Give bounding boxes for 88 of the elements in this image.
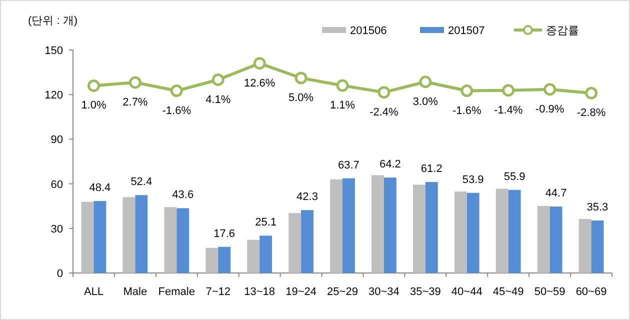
data-label: -2.8% [576, 107, 606, 120]
x-tick-label: Male [123, 286, 148, 298]
bar [330, 179, 342, 273]
data-label: 5.0% [288, 92, 314, 104]
bar [164, 207, 177, 273]
data-label: -1.4% [494, 104, 523, 116]
x-tick-label: 30~34 [368, 286, 400, 298]
data-label: 42.3 [296, 191, 318, 204]
bar [591, 220, 604, 273]
data-label: 1.0% [81, 100, 106, 112]
x-tick-label: ALL [84, 286, 104, 298]
y-tick-label: 60 [50, 178, 63, 191]
bar [94, 201, 106, 273]
point [87, 80, 100, 92]
data-label: 12.6% [244, 77, 276, 90]
data-label: -1.6% [452, 104, 482, 117]
bar [206, 248, 218, 273]
data-label: 53.9 [462, 174, 484, 186]
bar [454, 192, 467, 273]
x-tick-label: 35~39 [410, 286, 441, 298]
bar [537, 206, 550, 273]
bar [135, 195, 148, 273]
bar [412, 184, 426, 273]
data-label: -1.6% [162, 104, 192, 117]
legend-label: 증감률 [546, 25, 579, 37]
bar [218, 246, 231, 273]
data-label: 1.1% [330, 100, 356, 112]
y-tick-label: 90 [50, 134, 63, 146]
point [502, 84, 515, 97]
y-tick-label: 0 [56, 268, 63, 280]
bar [425, 182, 438, 273]
data-label: -0.9% [535, 103, 564, 116]
data-label: -2.4% [370, 106, 399, 118]
point [336, 79, 349, 92]
x-tick-label: 40~44 [451, 286, 482, 298]
data-label: 44.7 [545, 188, 567, 200]
bar [578, 219, 592, 273]
bar [81, 202, 94, 273]
data-label: 48.4 [89, 182, 111, 194]
x-tick-label: 45~49 [492, 286, 524, 298]
y-tick-label: 120 [44, 90, 63, 102]
data-label: 17.6 [214, 228, 236, 240]
point [585, 86, 598, 100]
data-label: 63.7 [338, 159, 360, 172]
point [544, 83, 556, 96]
data-label: 43.6 [172, 189, 194, 202]
data-label: 25.1 [255, 216, 277, 229]
point [128, 76, 142, 89]
bar [384, 178, 396, 273]
x-tick-label: 60~69 [576, 286, 607, 298]
y-tick-label: 30 [50, 223, 63, 236]
data-label: 4.1% [206, 94, 231, 106]
point [419, 76, 432, 88]
data-label: 35.3 [586, 202, 608, 214]
point [294, 72, 308, 84]
data-label: 3.0% [412, 96, 438, 108]
data-label: 64.2 [379, 158, 401, 171]
bar [342, 178, 355, 273]
y-axis-title: (단위 : 개) [28, 15, 78, 27]
x-tick-label: 50~59 [534, 286, 566, 298]
x-tick-label: 25~29 [327, 286, 358, 298]
point [212, 74, 224, 86]
y-tick-label: 150 [44, 45, 63, 57]
bar [550, 206, 562, 273]
data-label: 2.7% [122, 96, 148, 108]
bar [301, 210, 314, 273]
x-tick-label: 13~18 [244, 286, 276, 298]
bar [176, 208, 190, 273]
point [170, 84, 183, 98]
bar [122, 197, 136, 273]
x-tick-label: 19~24 [286, 286, 316, 298]
point [378, 86, 390, 99]
legend-label: 201507 [448, 25, 485, 37]
legend-label: 201506 [350, 25, 387, 37]
bar [496, 188, 508, 273]
data-label: 55.9 [504, 170, 526, 183]
data-label: 61.2 [420, 163, 442, 176]
data-label: 52.4 [130, 176, 152, 188]
x-tick-label: 7~12 [206, 286, 231, 298]
bar [508, 190, 521, 273]
x-tick-label: Female [158, 286, 195, 298]
bar [288, 213, 302, 273]
point [253, 57, 266, 70]
bar [466, 192, 480, 273]
bar [260, 236, 272, 273]
bar [247, 240, 260, 273]
bar [372, 175, 384, 273]
point [460, 84, 474, 98]
